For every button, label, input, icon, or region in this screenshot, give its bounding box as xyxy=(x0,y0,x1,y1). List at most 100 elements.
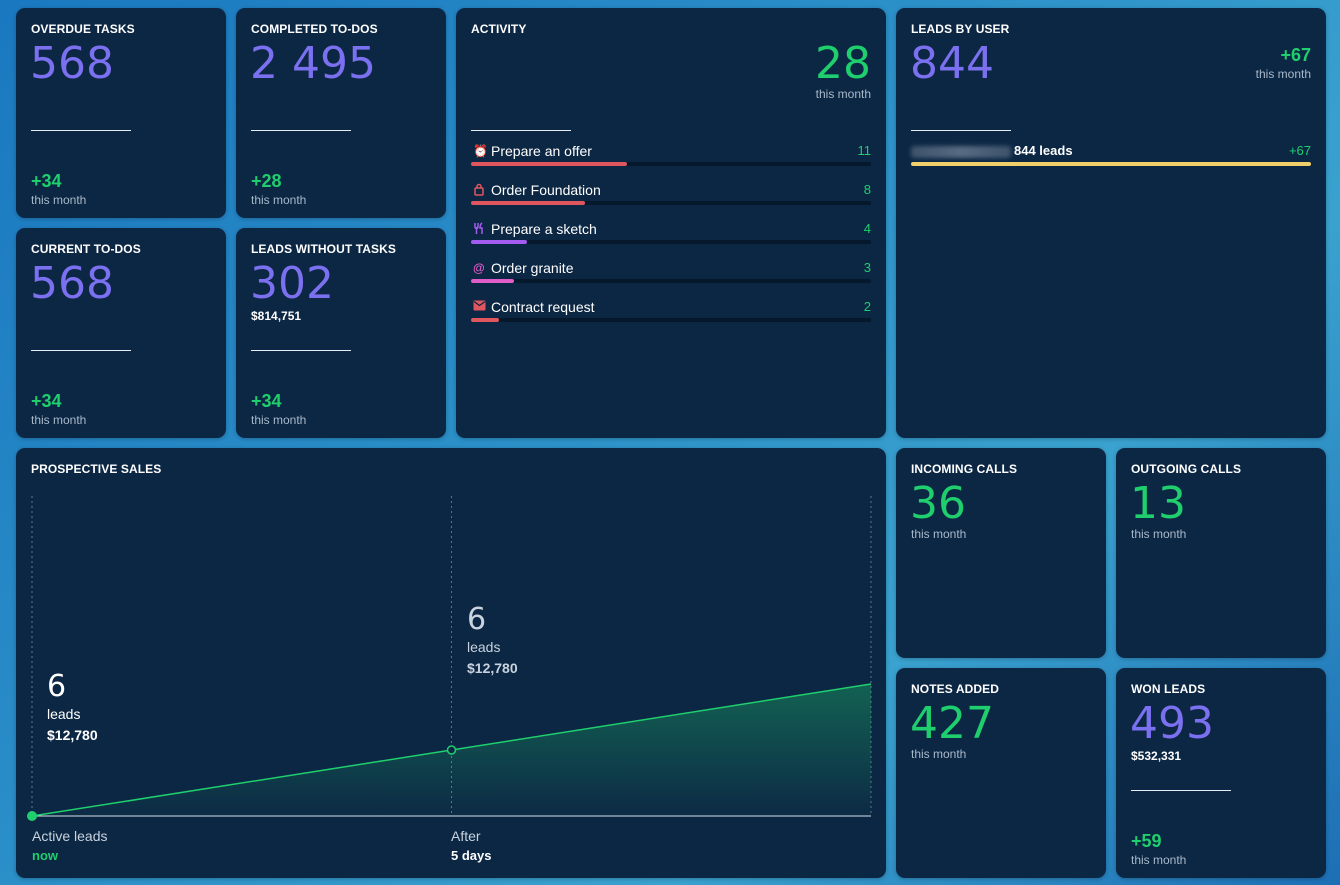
period-label: this month xyxy=(1131,527,1187,541)
divider xyxy=(1131,790,1231,791)
alarm-clock-icon: ⏰ xyxy=(473,144,488,158)
period-label: this month xyxy=(911,747,967,761)
divider xyxy=(251,130,351,131)
period-label: this month xyxy=(1131,853,1187,867)
card-title: COMPLETED TO-DOS xyxy=(251,22,378,36)
activity-bar-track xyxy=(471,279,871,283)
at-sign-icon: @ xyxy=(473,261,485,275)
blurred-username xyxy=(911,146,1011,158)
divider xyxy=(471,130,571,131)
notes-added-value: 427 xyxy=(910,698,994,749)
leads-without-tasks-card[interactable]: LEADS WITHOUT TASKS 302 $814,751 +34 thi… xyxy=(236,228,446,438)
activity-value: 28 xyxy=(815,38,871,89)
delta-value: +34 xyxy=(31,391,62,411)
activity-bar-track xyxy=(471,162,871,166)
activity-bar-fill xyxy=(471,201,585,205)
period-label: this month xyxy=(1255,67,1311,81)
data-point xyxy=(446,745,457,755)
outgoing-calls-value: 13 xyxy=(1130,478,1186,529)
overdue-tasks-value: 568 xyxy=(30,38,114,89)
card-title: ACTIVITY xyxy=(471,22,527,36)
prospective-sales-card[interactable]: PROSPECTIVE SALES 6 leads $12,780 6 lead… xyxy=(16,448,886,878)
delta-value: +34 xyxy=(251,391,282,411)
activity-card[interactable]: ACTIVITY 28 this month ⏰ Prepare an offe… xyxy=(456,8,886,438)
card-title: INCOMING CALLS xyxy=(911,462,1018,476)
activity-label: Order granite xyxy=(491,260,574,276)
delta-value: +67 xyxy=(1280,45,1311,65)
activity-count: 11 xyxy=(857,143,872,158)
x-axis-label: After xyxy=(451,828,481,844)
x-axis-label: Active leads xyxy=(32,828,108,844)
activity-count: 2 xyxy=(863,299,871,314)
delta-value: +59 xyxy=(1131,831,1162,851)
activity-count: 3 xyxy=(863,260,871,275)
user-bar-track xyxy=(911,162,1311,166)
divider xyxy=(31,350,131,351)
fork-knife-icon xyxy=(473,222,485,238)
card-title: WON LEADS xyxy=(1131,682,1206,696)
activity-label: Contract request xyxy=(491,299,595,315)
delta-value: +28 xyxy=(251,171,282,191)
activity-item[interactable]: @ Order granite 3 xyxy=(471,260,871,290)
activity-label: Prepare a sketch xyxy=(491,221,597,237)
overdue-tasks-card[interactable]: OVERDUE TASKS 568 +34 this month xyxy=(16,8,226,218)
activity-item[interactable]: ⏰ Prepare an offer 11 xyxy=(471,143,871,173)
activity-count: 8 xyxy=(863,182,871,197)
amount-value: $814,751 xyxy=(251,309,302,323)
divider xyxy=(911,130,1011,131)
period-label: this month xyxy=(251,193,307,207)
delta-value: +34 xyxy=(31,171,62,191)
activity-bar-fill xyxy=(471,279,514,283)
card-title: LEADS WITHOUT TASKS xyxy=(251,242,397,256)
activity-item[interactable]: Order Foundation 8 xyxy=(471,182,871,212)
chart-title: PROSPECTIVE SALES xyxy=(31,462,162,476)
point-value: 6 xyxy=(47,669,67,704)
activity-label: Order Foundation xyxy=(491,182,601,198)
user-bar-fill xyxy=(911,162,1311,166)
x-axis-sublabel: 5 days xyxy=(451,848,492,863)
period-label: this month xyxy=(31,193,87,207)
leads-by-user-card[interactable]: LEADS BY USER 844 +67 this month 844 lea… xyxy=(896,8,1326,438)
activity-item[interactable]: Contract request 2 xyxy=(471,299,871,329)
data-point xyxy=(27,811,37,821)
activity-bar-fill xyxy=(471,240,527,244)
card-title: NOTES ADDED xyxy=(911,682,999,696)
period-label: this month xyxy=(251,413,307,427)
completed-todos-value: 2 495 xyxy=(250,38,376,89)
activity-bar-fill xyxy=(471,318,499,322)
activity-item[interactable]: Prepare a sketch 4 xyxy=(471,221,871,251)
period-label: this month xyxy=(815,87,871,101)
period-label: this month xyxy=(31,413,87,427)
activity-label: Prepare an offer xyxy=(491,143,592,159)
current-todos-card[interactable]: CURRENT TO-DOS 568 +34 this month xyxy=(16,228,226,438)
activity-bar-track xyxy=(471,240,871,244)
leads-by-user-value: 844 xyxy=(910,38,994,89)
user-leads-count: 844 leads xyxy=(1014,143,1073,158)
user-row[interactable]: 844 leads +67 xyxy=(911,143,1311,173)
won-leads-card[interactable]: WON LEADS 493 $532,331 +59 this month xyxy=(1116,668,1326,878)
incoming-calls-card[interactable]: INCOMING CALLS 36 this month xyxy=(896,448,1106,658)
period-label: this month xyxy=(911,527,967,541)
amount-value: $532,331 xyxy=(1131,749,1182,763)
completed-todos-card[interactable]: COMPLETED TO-DOS 2 495 +28 this month xyxy=(236,8,446,218)
card-title: OUTGOING CALLS xyxy=(1131,462,1242,476)
leads-without-tasks-value: 302 xyxy=(250,258,334,309)
current-todos-value: 568 xyxy=(30,258,114,309)
point-unit: leads xyxy=(467,639,501,655)
point-unit: leads xyxy=(47,706,81,722)
card-title: OVERDUE TASKS xyxy=(31,22,135,36)
activity-bar-track xyxy=(471,318,871,322)
divider xyxy=(251,350,351,351)
point-amount: $12,780 xyxy=(47,727,98,743)
card-title: CURRENT TO-DOS xyxy=(31,242,141,256)
point-amount: $12,780 xyxy=(467,660,518,676)
outgoing-calls-card[interactable]: OUTGOING CALLS 13 this month xyxy=(1116,448,1326,658)
user-delta: +67 xyxy=(1288,143,1311,158)
activity-count: 4 xyxy=(863,221,871,236)
notes-added-card[interactable]: NOTES ADDED 427 this month xyxy=(896,668,1106,878)
point-value: 6 xyxy=(467,602,487,637)
incoming-calls-value: 36 xyxy=(910,478,966,529)
activity-bar-fill xyxy=(471,162,627,166)
activity-bar-track xyxy=(471,201,871,205)
x-axis-sublabel: now xyxy=(32,848,58,863)
